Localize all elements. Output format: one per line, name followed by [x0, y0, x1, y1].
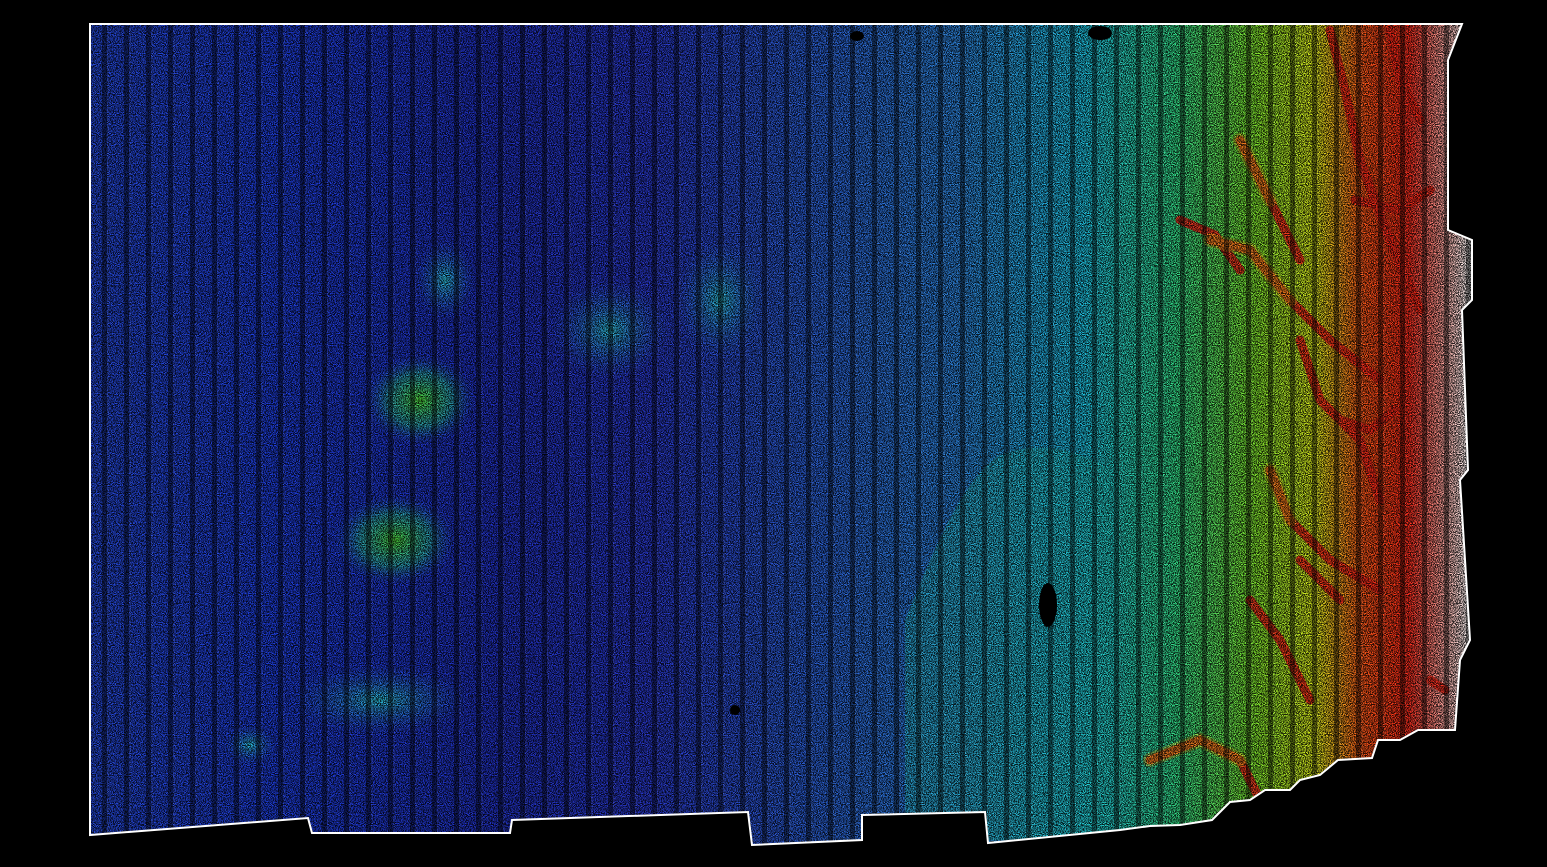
void-patch [1039, 583, 1057, 627]
void-patch [850, 31, 864, 41]
void-patch [1088, 26, 1112, 40]
void-patch [730, 705, 740, 715]
survey-boundary [89, 23, 1473, 847]
